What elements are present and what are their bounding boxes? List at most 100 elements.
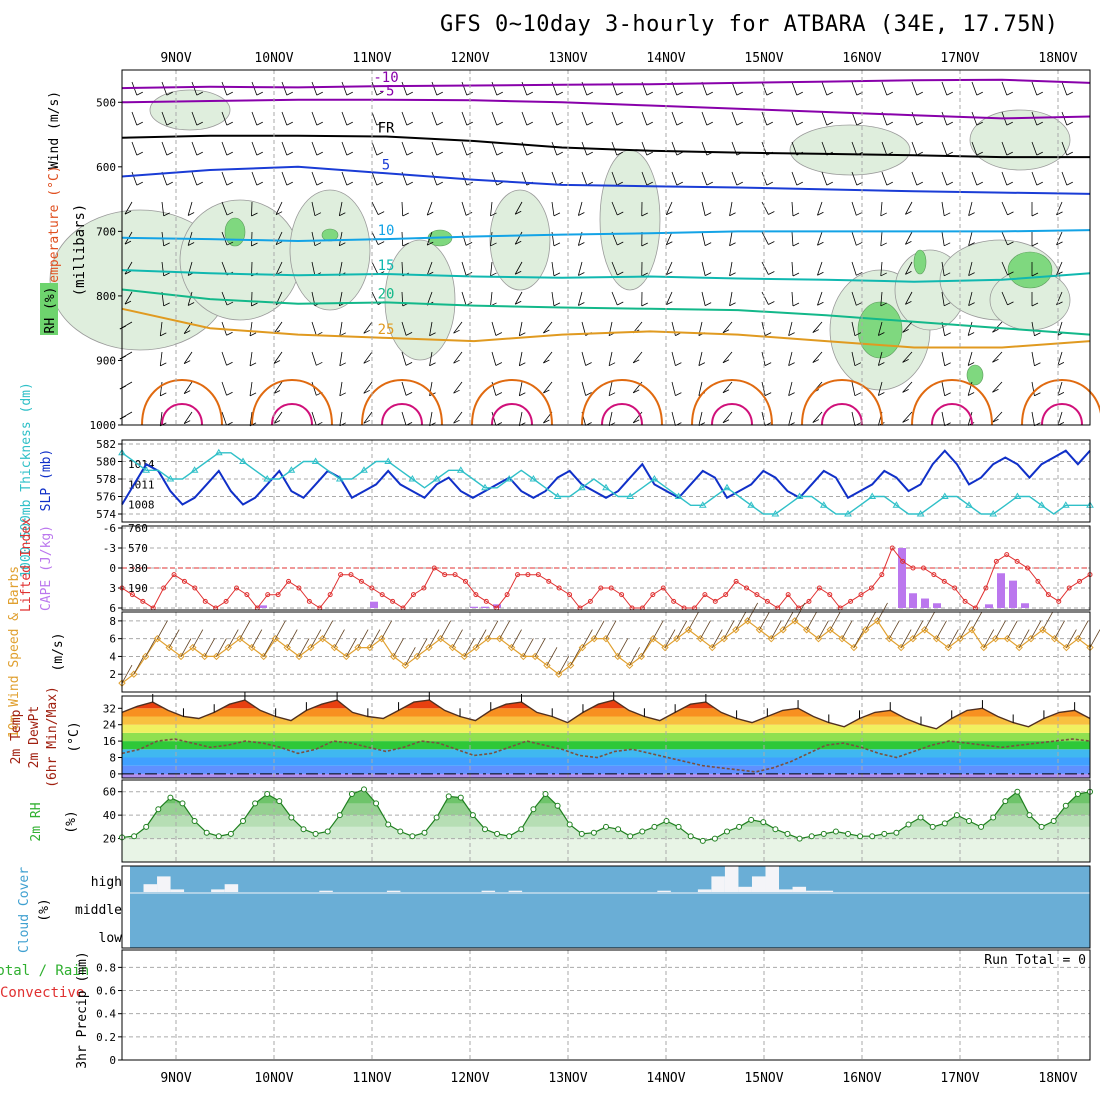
date-label-bottom: 17NOV xyxy=(940,1071,979,1086)
rh-point xyxy=(228,831,233,836)
wind-barb xyxy=(992,382,1002,392)
wind-barb-flag xyxy=(767,182,773,185)
wind-barb-flag xyxy=(340,393,346,396)
wind-barb xyxy=(543,322,552,333)
wind-barb-flag xyxy=(497,92,503,95)
wind-barb-flag xyxy=(378,212,384,215)
surface-wind-barb xyxy=(1090,630,1100,648)
rh-shade-moist xyxy=(1008,252,1052,288)
rh-point xyxy=(519,827,524,832)
wind-barb-flag xyxy=(407,182,413,185)
wind-barb xyxy=(578,292,582,306)
wind-barb-flag xyxy=(707,92,713,95)
wind-barb xyxy=(969,232,972,246)
wind-barb xyxy=(792,82,797,95)
date-label-bottom: 18NOV xyxy=(1038,1071,1077,1086)
cloud-level-label: high xyxy=(91,875,122,890)
rh-point xyxy=(858,834,863,839)
wind-barb xyxy=(519,322,522,336)
surface-wind-barb xyxy=(996,621,1006,639)
wind-barb xyxy=(903,412,912,422)
surface-wind-barb xyxy=(169,630,179,648)
rh-point xyxy=(591,830,596,835)
wind-barb-flag xyxy=(947,182,953,185)
wind-barb xyxy=(132,172,137,185)
date-label-top: 17NOV xyxy=(940,51,979,66)
rh-point xyxy=(688,834,693,839)
thickness-tick: 574 xyxy=(96,508,116,521)
wind-barb xyxy=(162,142,167,155)
wind-barb xyxy=(582,352,586,366)
surface-wind-barb xyxy=(653,621,663,639)
wind-barb xyxy=(672,382,675,396)
wind-barb xyxy=(912,172,917,185)
wind-barb-flag xyxy=(407,92,413,95)
rh-shade xyxy=(290,190,370,310)
temp-band xyxy=(122,749,1090,757)
wind-barb-flag xyxy=(737,182,743,185)
cape-bar xyxy=(997,573,1005,608)
wind-barb xyxy=(852,412,855,426)
wind-barb-flag xyxy=(793,213,799,216)
wind-barb-flag xyxy=(675,363,681,366)
wind-barb xyxy=(942,142,947,155)
cape-bar xyxy=(259,605,267,608)
cloud-clear-bar xyxy=(725,866,739,892)
surface-wind-barb xyxy=(264,638,274,656)
wind-barb-flag xyxy=(1034,393,1040,396)
cloud-clear-bar xyxy=(738,887,752,892)
wind-barb xyxy=(340,382,342,396)
wind-barb-flag xyxy=(257,152,263,155)
pressure-tick: 500 xyxy=(96,96,116,109)
wind-barb-flag xyxy=(250,363,256,366)
wind-barb-flag xyxy=(856,212,862,215)
wind-barb xyxy=(942,82,947,95)
wind-barb-flag xyxy=(945,363,951,366)
wind-barb xyxy=(789,322,792,336)
wind-barb xyxy=(912,142,917,155)
wind-barb xyxy=(162,82,167,95)
wind-barb xyxy=(672,412,675,426)
wind-barb xyxy=(666,202,672,215)
temp-bands xyxy=(122,696,1090,778)
thickness-tick: 578 xyxy=(96,473,116,486)
wind-barb xyxy=(222,352,227,365)
wind-barb-flag xyxy=(827,182,833,185)
wind-barb-flag xyxy=(137,92,143,95)
wind-barb-flag xyxy=(917,122,923,125)
rh-point xyxy=(737,824,742,829)
temp-band xyxy=(122,725,1090,733)
wind-barb xyxy=(462,112,467,125)
rh-point xyxy=(942,821,947,826)
wind-barb-flag xyxy=(137,152,143,155)
wind-barb-flag xyxy=(677,122,683,125)
surface-wind-barb xyxy=(547,647,557,665)
wind-barb-flag xyxy=(497,182,503,185)
wind-barb xyxy=(972,82,977,95)
wind-tick: 8 xyxy=(109,615,116,628)
isotherm-35 xyxy=(822,404,862,425)
wind-barb-flag xyxy=(677,92,683,95)
cloud-cover-fill xyxy=(130,866,1090,948)
wind-barb xyxy=(342,82,347,95)
wind-barb-flag xyxy=(1067,182,1073,185)
rh-point xyxy=(821,831,826,836)
wind-barb-flag xyxy=(617,122,623,125)
wind-barb-flag xyxy=(1007,182,1013,185)
wind-barb-flag xyxy=(317,182,323,185)
rh-point xyxy=(398,829,403,834)
wind-barb-flag xyxy=(406,392,412,395)
surface-wind-barb xyxy=(275,621,285,639)
wind-barb-flag xyxy=(586,363,592,366)
wind-barb-flag xyxy=(491,273,497,276)
cloud-clear-bar xyxy=(779,889,793,892)
rh-point xyxy=(640,829,645,834)
wind-barb xyxy=(402,202,403,216)
wind-barb xyxy=(340,412,342,426)
wind-barb-flag xyxy=(707,182,713,185)
wind-barb xyxy=(132,112,137,125)
date-label-top: 14NOV xyxy=(646,51,685,66)
wind-barb xyxy=(702,262,705,276)
cape-bar xyxy=(1009,581,1017,608)
wind-barb-flag xyxy=(347,122,353,125)
